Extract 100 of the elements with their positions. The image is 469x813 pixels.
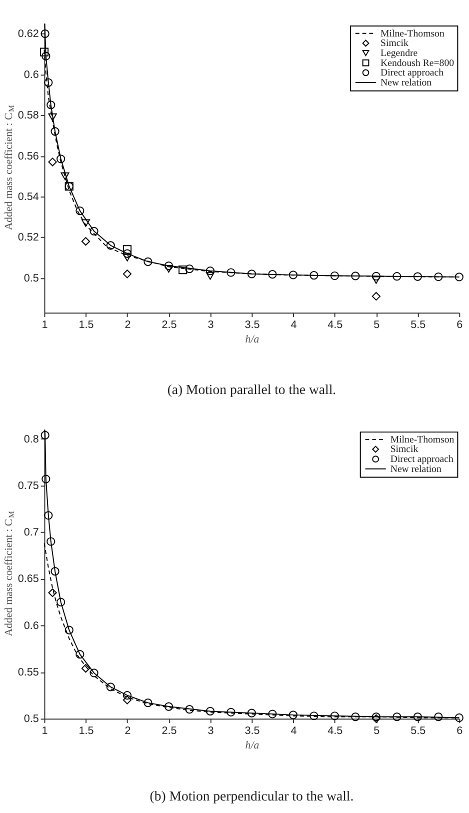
point	[90, 226, 98, 236]
x-tick-label: 4.5	[328, 318, 343, 331]
legend-label: Kendoush Re=800	[380, 58, 454, 69]
point	[206, 706, 215, 716]
y-tick-label: 0.54	[18, 191, 39, 203]
y-tick-label: 0.5	[24, 272, 39, 284]
y-tick-label: 0.8	[24, 433, 39, 446]
y-tick-label: 0.6	[24, 620, 39, 632]
legend-label: New relation	[380, 77, 432, 88]
x-axis-title: h/a	[245, 334, 260, 346]
point	[40, 29, 50, 38]
x-tick-label: 1	[42, 724, 48, 737]
y-tick-label: 0.52	[18, 232, 39, 244]
x-tick-label: 4	[290, 318, 297, 331]
x-tick-label: 5.5	[410, 318, 426, 331]
point	[90, 668, 98, 678]
x-axis-title: h/a	[245, 740, 260, 752]
point	[50, 127, 60, 136]
point	[40, 48, 49, 56]
point	[206, 272, 215, 280]
point	[122, 696, 132, 704]
x-tick-label: 1	[42, 318, 48, 331]
point	[288, 710, 298, 720]
y-tick-label: 0.5	[24, 713, 39, 726]
y-tick-label: 0.55	[18, 666, 39, 678]
point	[122, 691, 132, 700]
y-axis-title: Added mass coefficient : CM	[2, 511, 16, 636]
point	[164, 702, 174, 711]
point	[122, 249, 132, 258]
legend-label: Simcik	[390, 444, 418, 456]
point	[44, 78, 53, 87]
x-tick-label: 5.5	[410, 724, 426, 737]
y-tick-label: 0.56	[18, 150, 39, 162]
legend-label: Direct approach	[380, 68, 444, 79]
point	[185, 705, 194, 714]
point	[46, 537, 56, 546]
point	[48, 588, 57, 598]
point	[372, 272, 380, 280]
y-tick-label: 0.62	[18, 28, 39, 40]
y-tick-label: 0.7	[24, 526, 39, 539]
point	[226, 268, 236, 277]
point	[122, 254, 132, 262]
x-tick-label: 3	[208, 318, 214, 331]
point	[247, 708, 256, 718]
point	[106, 682, 115, 692]
x-tick-label: 3.5	[244, 724, 260, 737]
point	[76, 650, 84, 659]
point	[310, 271, 318, 280]
point	[330, 712, 339, 720]
point	[42, 52, 50, 60]
point	[42, 474, 50, 484]
point	[247, 270, 256, 278]
point	[351, 712, 360, 722]
x-tick-label: 5	[374, 724, 380, 737]
x-tick-label: 6	[456, 724, 463, 737]
point	[56, 154, 66, 164]
point	[226, 708, 236, 716]
point	[164, 261, 174, 270]
x-tick-label: 2.5	[162, 318, 177, 331]
point	[40, 430, 50, 440]
point	[122, 270, 132, 278]
x-tick-label: 1.5	[78, 724, 94, 737]
x-tick-label: 2	[124, 318, 131, 331]
point	[392, 272, 402, 281]
point	[351, 272, 360, 280]
x-tick-label: 3.5	[244, 318, 260, 331]
point	[76, 206, 84, 216]
point	[50, 567, 60, 576]
y-tick-label: 0.6	[24, 68, 39, 81]
point	[434, 712, 443, 722]
y-tick-label: 0.75	[18, 480, 39, 492]
point	[144, 698, 152, 708]
legend-label: New relation	[390, 464, 442, 475]
point	[122, 245, 132, 254]
point	[310, 712, 318, 720]
x-tick-label: 4	[290, 724, 297, 737]
legend-label: Milne-Thomson	[390, 434, 454, 446]
point	[48, 113, 57, 121]
text: (a) Motion parallel to the wall.	[167, 382, 336, 398]
text: (b) Motion perpendicular to the wall.	[150, 788, 354, 804]
point	[206, 266, 215, 276]
point	[454, 272, 464, 282]
x-tick-label: 5	[374, 318, 380, 331]
y-tick-label: 0.65	[18, 573, 39, 586]
x-tick-label: 2	[124, 724, 131, 737]
point	[372, 276, 380, 284]
point	[56, 598, 66, 606]
point	[64, 626, 74, 634]
x-tick-label: 2.5	[162, 724, 177, 737]
point	[60, 172, 70, 180]
point	[164, 265, 174, 273]
point	[81, 219, 90, 227]
point	[413, 712, 422, 722]
point	[392, 712, 402, 722]
point	[44, 511, 53, 520]
point	[81, 237, 90, 246]
point	[288, 270, 298, 280]
point	[454, 713, 464, 722]
point	[81, 664, 90, 673]
point	[434, 272, 443, 282]
